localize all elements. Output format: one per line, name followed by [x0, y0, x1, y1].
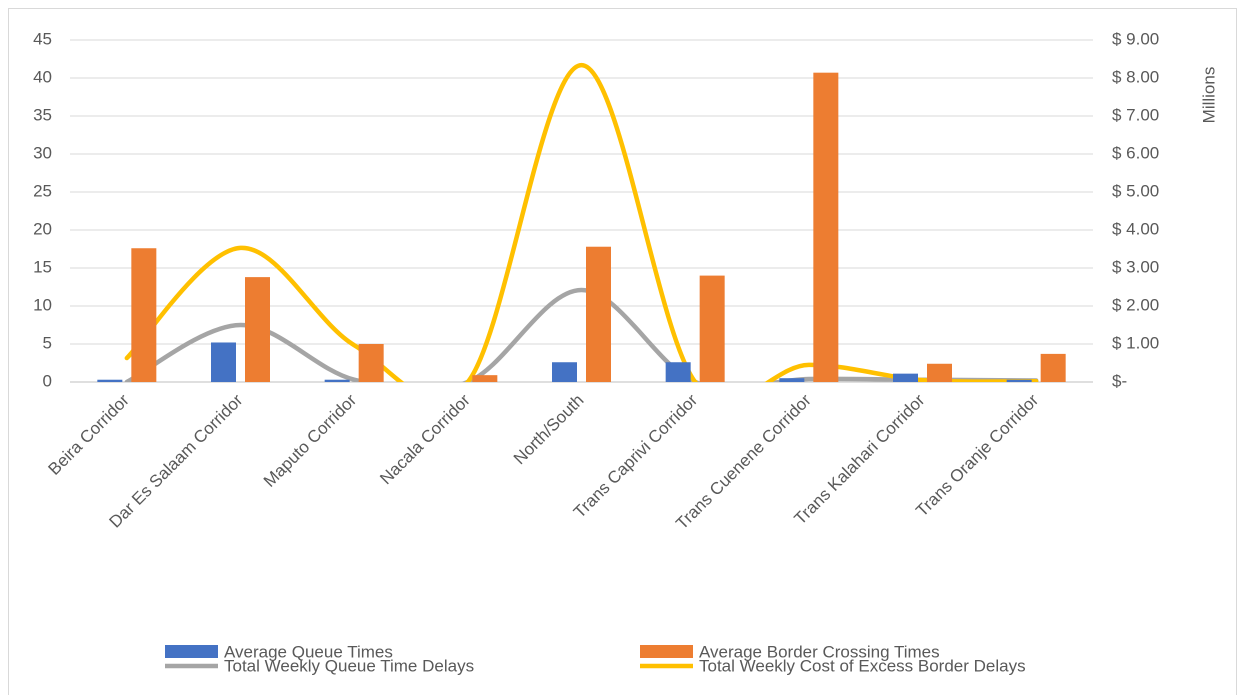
y2-tick-label: $ 2.00	[1112, 295, 1159, 314]
y2-tick-label: $ 4.00	[1112, 219, 1159, 238]
legend-label: Average Queue Times	[224, 642, 393, 661]
y-tick-label: 30	[33, 143, 52, 162]
y2-tick-label: $ 1.00	[1112, 333, 1159, 352]
chart-border	[8, 8, 1237, 695]
y2-tick-label: $ 6.00	[1112, 143, 1159, 162]
y2-axis-label: Millions	[1199, 67, 1218, 124]
legend-swatch	[165, 645, 218, 658]
bar	[1040, 353, 1066, 382]
bar	[779, 378, 805, 382]
bar	[358, 344, 384, 382]
y-tick-label: 15	[33, 257, 52, 276]
bar	[324, 379, 350, 382]
y2-tick-label: $ 8.00	[1112, 67, 1159, 86]
y-tick-label: 20	[33, 219, 52, 238]
y-tick-label: 40	[33, 67, 52, 86]
bar	[813, 72, 839, 383]
bar	[97, 379, 123, 382]
y2-tick-label: $-	[1112, 371, 1127, 390]
bar	[665, 362, 691, 382]
y2-tick-label: $ 3.00	[1112, 257, 1159, 276]
bar	[893, 373, 918, 382]
legend-label: Total Weekly Cost of Excess Border Delay…	[699, 656, 1026, 675]
legend-label: Total Weekly Queue Time Delays	[224, 656, 474, 675]
y-tick-label: 5	[43, 333, 52, 352]
bar	[131, 248, 157, 382]
bar	[586, 246, 611, 382]
y2-tick-label: $ 9.00	[1112, 29, 1159, 48]
y-tick-label: 45	[33, 29, 52, 48]
bar	[245, 277, 270, 382]
bar	[472, 375, 498, 382]
y-tick-label: 0	[43, 371, 52, 390]
line	[124, 287, 1039, 382]
bar	[211, 342, 236, 382]
y2-tick-label: $ 7.00	[1112, 105, 1159, 124]
y-tick-label: 35	[33, 105, 52, 124]
y-tick-label: 10	[33, 295, 52, 314]
bar	[1006, 379, 1032, 382]
legend-swatch	[640, 645, 693, 658]
bar	[927, 363, 952, 382]
bar	[552, 362, 577, 382]
y-tick-label: 25	[33, 181, 52, 200]
bar	[699, 275, 725, 382]
y2-tick-label: $ 5.00	[1112, 181, 1159, 200]
legend-label: Average Border Crossing Times	[699, 642, 940, 661]
